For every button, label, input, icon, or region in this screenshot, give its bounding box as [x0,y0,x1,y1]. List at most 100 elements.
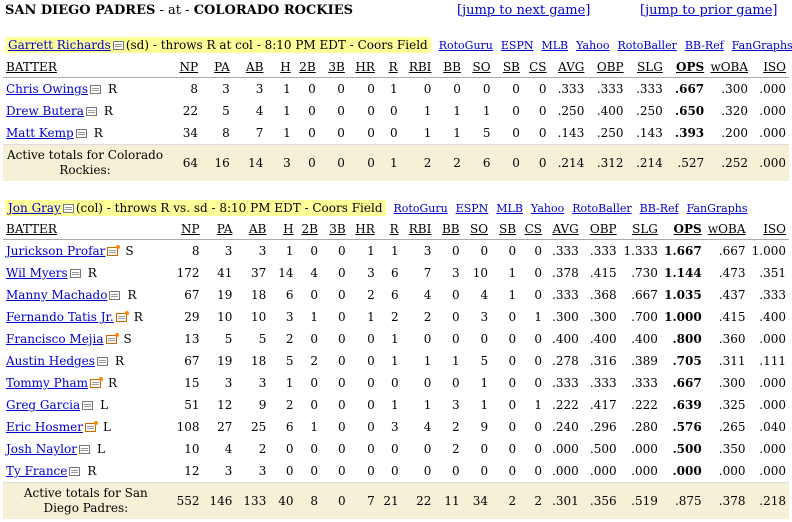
batter-name-link[interactable]: Wil Myers [6,266,68,280]
stat-slg: .222 [631,398,658,412]
column-header-r[interactable]: R [377,57,401,78]
batter-name-link[interactable]: Drew Butera [6,104,84,118]
batter-hand: R [87,464,97,478]
notes-icon[interactable] [78,445,90,454]
link-espn[interactable]: ESPN [455,202,489,215]
column-header-iso[interactable]: ISO [751,57,789,78]
column-header-rbi[interactable]: RBI [401,219,435,240]
column-header-cs[interactable]: CS [522,57,550,78]
batter-name-link[interactable]: Chris Owings [6,82,88,96]
column-header-avg[interactable]: AVG [549,57,588,78]
column-header-batter[interactable]: BATTER [3,219,169,240]
stat-bb: 0 [451,376,460,390]
batter-name-link[interactable]: Eric Hosmer [6,420,83,434]
column-header-ops[interactable]: OPS [660,219,705,240]
column-header-hr[interactable]: HR [348,219,378,240]
stat-np: 8 [191,244,200,258]
pitcher-name-link[interactable]: Jon Gray [8,201,61,215]
notes-icon[interactable] [82,401,94,410]
column-header-bb[interactable]: BB [434,57,464,78]
column-header-obp[interactable]: OBP [581,219,620,240]
notes-icon[interactable] [75,129,87,138]
stat-avg: .300 [552,310,579,324]
column-header-ab[interactable]: AB [235,219,270,240]
column-header-avg[interactable]: AVG [545,219,582,240]
link-bbref[interactable]: BB-Ref [639,202,679,215]
column-header-sb[interactable]: SB [491,219,520,240]
batter-name-link[interactable]: Fernando Tatis Jr. [6,310,114,324]
link-rotoguru[interactable]: RotoGuru [393,202,448,215]
batter-name-link[interactable]: Matt Kemp [6,126,74,140]
jump-prior-game-link[interactable]: [jump to prior game] [640,3,778,18]
link-espn[interactable]: ESPN [500,39,534,52]
link-rotoguru[interactable]: RotoGuru [438,39,493,52]
link-fangraphs[interactable]: FanGraphs [686,202,748,215]
hot-notes-icon[interactable] [84,421,98,432]
batter-name-link[interactable]: Tommy Pham [6,376,88,390]
notes-icon[interactable] [69,467,81,476]
link-yahoo[interactable]: Yahoo [576,39,610,52]
column-header-rbi[interactable]: RBI [400,57,435,78]
column-header-so[interactable]: SO [463,57,494,78]
link-rotoballer[interactable]: RotoBaller [572,202,632,215]
column-header-np[interactable]: NP [168,219,203,240]
hot-notes-icon[interactable] [89,377,103,388]
batter-name-link[interactable]: Ty France [6,464,68,478]
stat-sb: 1 [508,288,517,302]
column-header-2b[interactable]: 2B [296,219,321,240]
column-header-h[interactable]: H [269,219,297,240]
hot-notes-icon[interactable] [107,245,121,256]
total-so: 34 [462,482,492,519]
column-header-sb[interactable]: SB [493,57,523,78]
link-fangraphs[interactable]: FanGraphs [731,39,792,52]
column-header-2b[interactable]: 2B [293,57,319,78]
notes-icon[interactable] [85,107,97,116]
column-header-3b[interactable]: 3B [320,219,349,240]
notes-icon[interactable] [69,269,81,278]
hot-notes-icon[interactable] [105,333,119,344]
column-header-cs[interactable]: CS [519,219,546,240]
column-header-h[interactable]: H [266,57,294,78]
notes-icon[interactable] [109,291,121,300]
column-header-woba[interactable]: wOBA [704,219,749,240]
link-rotoballer[interactable]: RotoBaller [617,39,677,52]
batter-name-link[interactable]: Manny Machado [6,288,108,302]
link-yahoo[interactable]: Yahoo [530,202,565,215]
column-header-hr[interactable]: HR [347,57,378,78]
notes-icon[interactable] [62,204,74,213]
column-header-bb[interactable]: BB [434,219,463,240]
column-header-pa[interactable]: PA [201,57,233,78]
link-bbref[interactable]: BB-Ref [684,39,724,52]
stat-avg: .250 [557,104,585,118]
column-header-obp[interactable]: OBP [587,57,627,78]
link-mlb[interactable]: MLB [496,202,523,215]
notes-icon[interactable] [96,357,108,366]
pitcher-links: RotoGuru ESPN MLB Yahoo RotoBaller BB-Ref FanG… [431,38,792,52]
notes-icon[interactable] [112,41,124,50]
batter-name-link[interactable]: Francisco Mejia [6,332,104,346]
jump-next-game-link[interactable]: [jump to next game] [457,3,591,18]
column-header-slg[interactable]: SLG [626,57,666,78]
column-header-iso[interactable]: ISO [748,219,789,240]
batter-name-link[interactable]: Austin Hedges [6,354,95,368]
batter-name-link[interactable]: Greg Garcia [6,398,81,412]
column-header-slg[interactable]: SLG [619,219,661,240]
column-header-r[interactable]: R [377,219,402,240]
column-header-batter[interactable]: BATTER [3,57,168,78]
column-header-3b[interactable]: 3B [318,57,348,78]
column-header-ab[interactable]: AB [232,57,267,78]
batter-name-link[interactable]: Jurickson Profar [6,244,106,258]
pitcher-name-link[interactable]: Garrett Richards [8,38,111,52]
batter-cell: Josh Naylor L [3,438,169,460]
column-header-so[interactable]: SO [462,219,492,240]
column-header-woba[interactable]: wOBA [707,57,752,78]
notes-icon[interactable] [89,85,101,94]
batter-hand: R [133,310,143,324]
column-header-ops[interactable]: OPS [665,57,708,78]
column-header-np[interactable]: NP [167,57,202,78]
link-mlb[interactable]: MLB [541,39,569,52]
stat-pa: 12 [217,398,233,412]
hot-notes-icon[interactable] [115,311,129,322]
batter-name-link[interactable]: Josh Naylor [6,442,77,456]
column-header-pa[interactable]: PA [202,219,236,240]
